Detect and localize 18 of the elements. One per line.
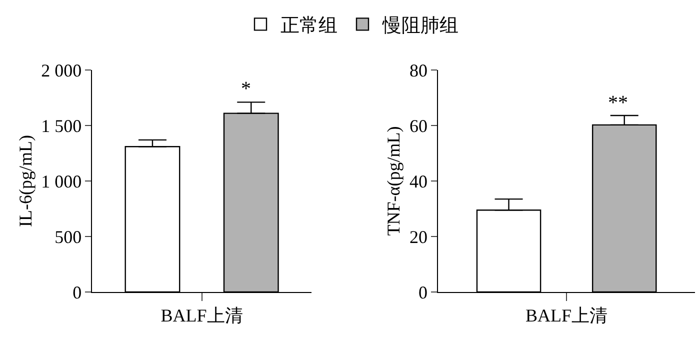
y-tick-label: 1 000 bbox=[41, 171, 82, 192]
y-tick-label: 0 bbox=[418, 282, 428, 302]
y-tick-label: 1 500 bbox=[41, 116, 82, 136]
y-axis-title: IL-6(pg/mL) bbox=[15, 135, 36, 227]
legend-label: 慢阻肺组 bbox=[382, 16, 458, 37]
y-tick-label: 20 bbox=[410, 226, 428, 247]
x-axis-title: BALF上清 bbox=[160, 306, 243, 326]
y-tick-label: 2 000 bbox=[41, 60, 82, 80]
annotation: * bbox=[241, 78, 251, 100]
y-tick-label: 60 bbox=[410, 116, 428, 136]
legend-label: 正常组 bbox=[280, 16, 338, 37]
x-axis-title: BALF上清 bbox=[526, 306, 608, 326]
y-tick-label: 500 bbox=[54, 226, 82, 247]
y-tick-label: 0 bbox=[72, 282, 82, 302]
annotation: ** bbox=[608, 92, 628, 114]
y-tick-label: 40 bbox=[410, 171, 428, 192]
y-tick-label: 80 bbox=[410, 60, 428, 80]
y-axis-title: TNF-α(pg/mL) bbox=[384, 126, 404, 236]
